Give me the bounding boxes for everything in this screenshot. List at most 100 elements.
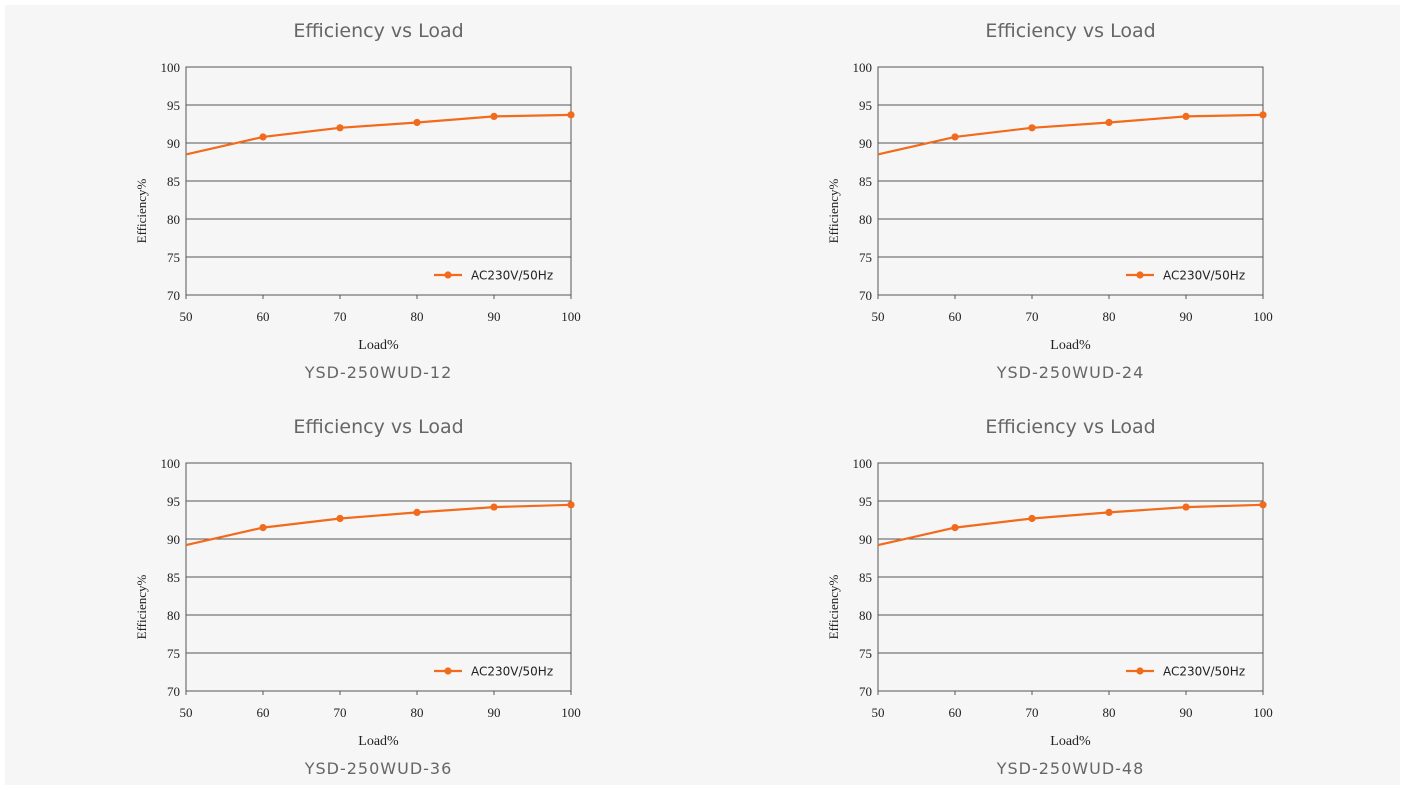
y-tick-label: 70 <box>167 684 180 699</box>
x-tick-label: 50 <box>872 309 885 324</box>
y-tick-label: 80 <box>167 608 180 623</box>
x-axis-label: Load% <box>1050 734 1091 749</box>
data-point <box>567 111 575 119</box>
chart-2: Efficiency vs Load 70 75 80 85 90 95 100 50 60 70 8… <box>826 20 1273 382</box>
x-tick-label: 60 <box>949 705 962 720</box>
y-tick-label: 100 <box>853 60 873 75</box>
data-point <box>413 508 421 516</box>
plot-frame <box>185 462 572 692</box>
data-point <box>1105 508 1113 516</box>
x-tick-label: 80 <box>1103 309 1116 324</box>
x-tick-label: 70 <box>334 705 347 720</box>
data-point <box>259 133 267 141</box>
plot-frame <box>185 66 572 296</box>
y-tick-label: 95 <box>859 98 872 113</box>
x-tick-label: 90 <box>1180 705 1193 720</box>
data-point <box>490 503 498 511</box>
y-axis-label: Efficiency% <box>134 574 149 639</box>
y-tick-label: 95 <box>859 494 872 509</box>
y-tick-label: 80 <box>859 608 872 623</box>
x-tick-label: 60 <box>949 309 962 324</box>
x-tick-label: 100 <box>1253 309 1273 324</box>
data-point <box>336 124 344 132</box>
chart-title: Efficiency vs Load <box>985 20 1155 42</box>
data-point <box>1259 501 1267 509</box>
series-line <box>877 113 1264 156</box>
chart-3: Efficiency vs Load 70 75 80 85 90 95 100 50 60 70 8… <box>134 416 581 778</box>
y-tick-label: 95 <box>167 98 180 113</box>
y-tick-label: 70 <box>167 288 180 303</box>
data-point <box>951 524 959 532</box>
y-tick-label: 100 <box>161 456 181 471</box>
chart-caption: YSD-250WUD-12 <box>304 363 453 382</box>
x-tick-label: 100 <box>561 705 581 720</box>
chart-caption: YSD-250WUD-36 <box>304 759 453 778</box>
legend-marker <box>1136 271 1144 279</box>
plot-frame <box>877 462 1264 692</box>
x-tick-label: 100 <box>1253 705 1273 720</box>
legend-label: AC230V/50Hz <box>1163 665 1245 679</box>
x-tick-label: 60 <box>257 705 270 720</box>
data-point <box>490 112 498 120</box>
y-tick-label: 95 <box>167 494 180 509</box>
y-tick-label: 85 <box>859 570 872 585</box>
x-tick-label: 80 <box>411 309 424 324</box>
data-point <box>1182 503 1190 511</box>
y-tick-label: 90 <box>167 136 180 151</box>
x-tick-label: 80 <box>1103 705 1116 720</box>
chart-caption: YSD-250WUD-24 <box>996 363 1145 382</box>
data-point <box>951 133 959 141</box>
x-tick-label: 90 <box>1180 309 1193 324</box>
data-point <box>413 118 421 127</box>
legend-marker <box>444 271 452 279</box>
data-point <box>1028 124 1036 132</box>
x-tick-label: 50 <box>180 705 193 720</box>
data-point <box>1105 118 1113 127</box>
legend-marker <box>1136 667 1144 675</box>
y-tick-label: 85 <box>167 570 180 585</box>
x-tick-label: 90 <box>488 309 501 324</box>
chart-4: Efficiency vs Load 70 75 80 85 90 95 100 50 60 70 8… <box>826 416 1273 778</box>
y-tick-label: 75 <box>859 646 872 661</box>
data-point <box>1182 112 1190 120</box>
data-point <box>1259 111 1267 119</box>
y-tick-label: 80 <box>859 212 872 227</box>
x-axis-label: Load% <box>358 734 399 749</box>
series-line <box>877 503 1264 547</box>
y-tick-label: 90 <box>167 532 180 547</box>
x-tick-label: 70 <box>1026 309 1039 324</box>
x-tick-label: 90 <box>488 705 501 720</box>
y-axis-label: Efficiency% <box>826 574 841 639</box>
efficiency-charts: Efficiency vs Load 70 75 80 85 90 95 100 50 60 70 8… <box>134 20 1273 778</box>
y-tick-label: 85 <box>167 174 180 189</box>
y-tick-label: 90 <box>859 136 872 151</box>
x-tick-label: 80 <box>411 705 424 720</box>
series-line <box>185 113 572 156</box>
chart-title: Efficiency vs Load <box>293 20 463 42</box>
y-axis-label: Efficiency% <box>826 178 841 243</box>
y-tick-label: 100 <box>853 456 873 471</box>
y-tick-label: 75 <box>167 250 180 265</box>
chart-title: Efficiency vs Load <box>293 416 463 438</box>
y-tick-label: 70 <box>859 288 872 303</box>
chart-title: Efficiency vs Load <box>985 416 1155 438</box>
series-line <box>185 503 572 547</box>
chart-caption: YSD-250WUD-48 <box>996 759 1145 778</box>
x-tick-label: 50 <box>180 309 193 324</box>
y-tick-label: 70 <box>859 684 872 699</box>
x-tick-label: 50 <box>872 705 885 720</box>
data-point <box>1028 514 1036 523</box>
y-tick-label: 75 <box>859 250 872 265</box>
legend-label: AC230V/50Hz <box>1163 269 1245 283</box>
data-point <box>259 524 267 532</box>
legend-label: AC230V/50Hz <box>471 269 553 283</box>
legend-marker <box>444 667 452 675</box>
y-tick-label: 75 <box>167 646 180 661</box>
y-tick-label: 100 <box>161 60 181 75</box>
x-tick-label: 70 <box>334 309 347 324</box>
chart-1: Efficiency vs Load 70 75 80 85 90 95 100 50 60 70 8… <box>134 20 581 382</box>
y-tick-label: 85 <box>859 174 872 189</box>
x-tick-label: 100 <box>561 309 581 324</box>
x-axis-label: Load% <box>1050 338 1091 353</box>
x-axis-label: Load% <box>358 338 399 353</box>
